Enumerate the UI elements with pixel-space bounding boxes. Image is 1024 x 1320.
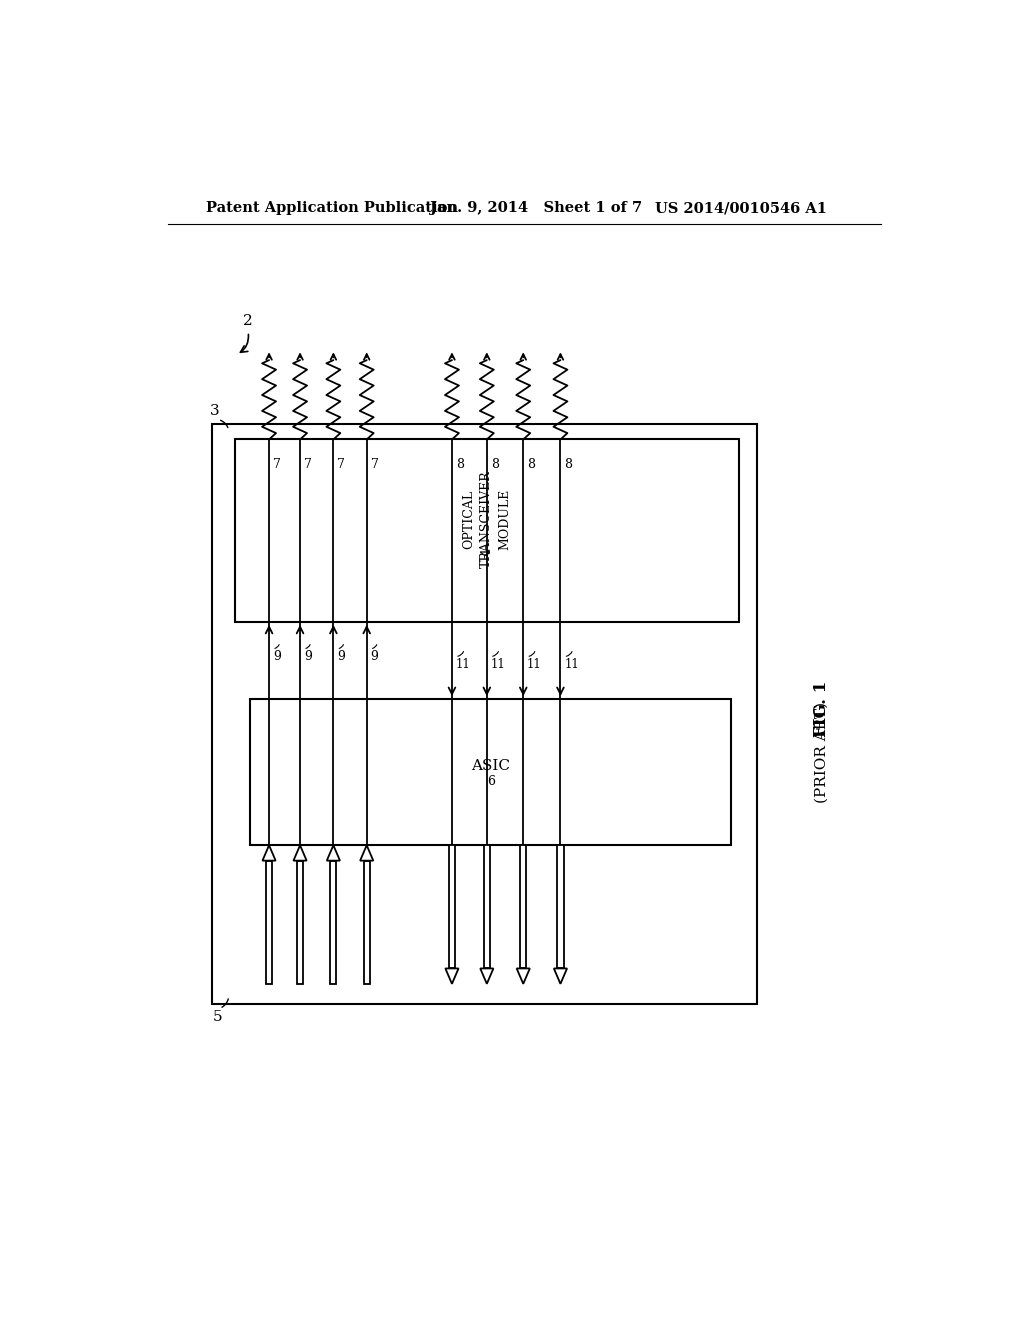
Text: 3: 3 xyxy=(210,404,220,418)
Text: OPTICAL
TRANSCEIVER
MODULE: OPTICAL TRANSCEIVER MODULE xyxy=(462,470,511,568)
Text: 5: 5 xyxy=(213,1010,223,1024)
FancyArrowPatch shape xyxy=(493,652,499,656)
FancyArrowPatch shape xyxy=(274,644,280,648)
Text: 7: 7 xyxy=(337,458,345,471)
FancyArrowPatch shape xyxy=(306,453,310,455)
Bar xyxy=(251,700,731,845)
Polygon shape xyxy=(480,969,494,983)
FancyArrowPatch shape xyxy=(566,453,570,455)
Text: (PRIOR ART): (PRIOR ART) xyxy=(815,702,828,804)
Text: US 2014/0010546 A1: US 2014/0010546 A1 xyxy=(655,202,827,215)
Text: 11: 11 xyxy=(490,657,506,671)
Bar xyxy=(449,845,455,969)
FancyArrowPatch shape xyxy=(274,453,279,455)
Polygon shape xyxy=(517,969,529,983)
Text: 2: 2 xyxy=(243,314,253,327)
Text: 11: 11 xyxy=(527,657,542,671)
Text: 9: 9 xyxy=(273,649,281,663)
Text: 8: 8 xyxy=(527,458,536,471)
Text: 8: 8 xyxy=(456,458,464,471)
Text: Jan. 9, 2014   Sheet 1 of 7: Jan. 9, 2014 Sheet 1 of 7 xyxy=(430,202,642,215)
Bar xyxy=(520,845,526,969)
FancyArrowPatch shape xyxy=(458,453,462,455)
Bar xyxy=(364,861,370,983)
Polygon shape xyxy=(360,845,374,861)
Polygon shape xyxy=(445,969,459,983)
Bar xyxy=(331,861,337,983)
Text: 11: 11 xyxy=(564,657,580,671)
FancyArrowPatch shape xyxy=(493,453,497,455)
Text: 7: 7 xyxy=(371,458,379,471)
FancyArrowPatch shape xyxy=(529,652,535,656)
Text: 9: 9 xyxy=(304,649,311,663)
Bar xyxy=(234,440,738,622)
Text: 9: 9 xyxy=(371,649,379,663)
Text: 8: 8 xyxy=(490,458,499,471)
Text: 4: 4 xyxy=(480,548,494,556)
Bar xyxy=(557,845,563,969)
Bar xyxy=(483,845,489,969)
FancyArrowPatch shape xyxy=(373,453,377,455)
Text: 7: 7 xyxy=(304,458,311,471)
Text: FIG. 1: FIG. 1 xyxy=(813,681,830,737)
Text: ASIC: ASIC xyxy=(471,759,510,774)
FancyArrowPatch shape xyxy=(306,644,310,648)
FancyArrowPatch shape xyxy=(339,644,343,648)
Text: 11: 11 xyxy=(456,657,471,671)
FancyArrowPatch shape xyxy=(220,420,228,428)
Text: 6: 6 xyxy=(486,775,495,788)
Bar xyxy=(266,861,272,983)
Text: Patent Application Publication: Patent Application Publication xyxy=(206,202,458,215)
Text: 9: 9 xyxy=(337,649,345,663)
Bar xyxy=(297,861,303,983)
Polygon shape xyxy=(262,845,275,861)
Polygon shape xyxy=(554,969,567,983)
Text: 8: 8 xyxy=(564,458,572,471)
Polygon shape xyxy=(327,845,340,861)
FancyArrowPatch shape xyxy=(566,652,572,656)
FancyArrowPatch shape xyxy=(529,453,534,455)
Bar xyxy=(212,424,758,1003)
FancyArrowPatch shape xyxy=(339,453,343,455)
Polygon shape xyxy=(294,845,306,861)
FancyArrowPatch shape xyxy=(241,334,249,352)
FancyArrowPatch shape xyxy=(222,999,228,1007)
FancyArrowPatch shape xyxy=(458,652,464,656)
FancyArrowPatch shape xyxy=(373,644,377,648)
Text: 7: 7 xyxy=(273,458,281,471)
